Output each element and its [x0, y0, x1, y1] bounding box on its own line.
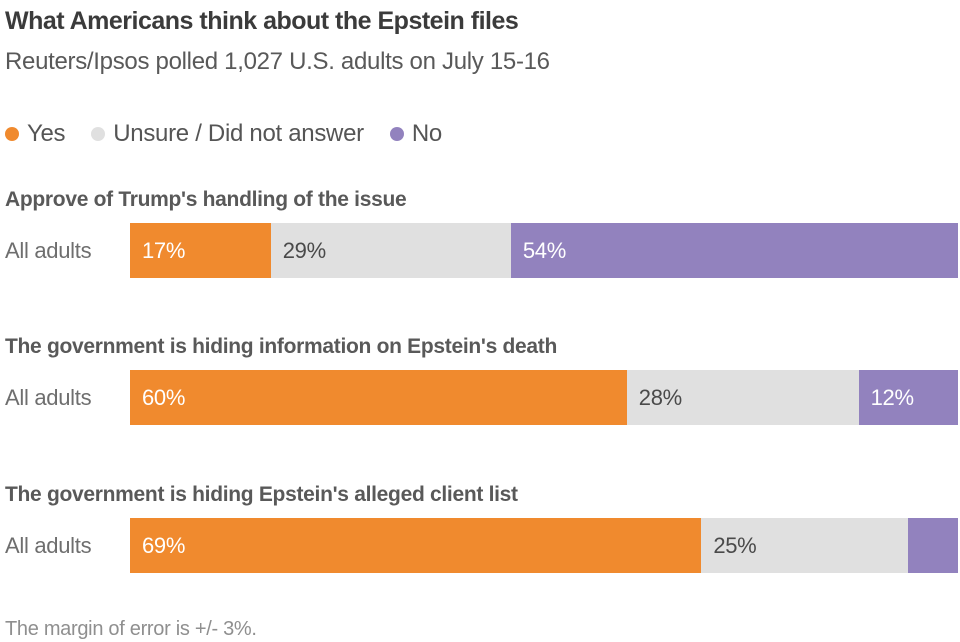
row-label: All adults [5, 385, 92, 410]
bar-segment-unsure: 28% [626, 370, 859, 425]
legend-label-yes: Yes [27, 120, 66, 147]
segment-value-label: 17% [142, 238, 186, 263]
legend-item-yes: Yes [5, 120, 66, 148]
page-title: What Americans think about the Epstein f… [5, 7, 519, 35]
stacked-bar: 69% 25% [130, 518, 958, 573]
legend-dot-no-icon [389, 127, 404, 141]
bar-segment-yes: 69% [130, 518, 702, 573]
segment-value-label: 60% [142, 385, 186, 410]
bar-segment-yes: 60% [130, 370, 627, 425]
bar-row: All adults 60% 28% 12% [5, 370, 958, 425]
row-label: All adults [5, 533, 92, 558]
section-heading: Approve of Trump's handling of the issue [5, 188, 407, 211]
bar-segment-no: 12% [858, 370, 958, 425]
legend-dot-yes-icon [5, 127, 19, 141]
bar-row: All adults 17% 29% 54% [5, 223, 958, 278]
bar-row: All adults 69% 25% [5, 518, 958, 573]
legend-label-unsure: Unsure / Did not answer [113, 120, 364, 147]
section-heading: The government is hiding Epstein's alleg… [5, 483, 518, 506]
chart-subtitle: Reuters/Ipsos polled 1,027 U.S. adults o… [5, 48, 550, 75]
stacked-bar: 17% 29% 54% [130, 223, 958, 278]
margin-of-error-note: The margin of error is +/- 3%. [5, 618, 257, 640]
legend-label-no: No [411, 120, 442, 147]
segment-value-label: 12% [870, 385, 914, 410]
section-heading: The government is hiding information on … [5, 335, 558, 358]
legend-item-no: No [389, 120, 442, 148]
section-hiding-client-list: The government is hiding Epstein's alleg… [5, 483, 958, 573]
segment-value-label: 28% [638, 385, 682, 410]
bar-segment-yes: 17% [130, 223, 271, 278]
row-label: All adults [5, 238, 92, 263]
segment-value-label: 29% [282, 238, 326, 263]
bar-segment-unsure: 25% [701, 518, 909, 573]
bar-segment-no: 54% [510, 223, 958, 278]
segment-value-label: 69% [142, 533, 186, 558]
segment-value-label: 54% [522, 238, 566, 263]
chart-legend: Yes Unsure / Did not answer No [5, 120, 958, 148]
bar-segment-no [908, 518, 958, 573]
legend-dot-unsure-icon [91, 127, 106, 141]
stacked-bar: 60% 28% 12% [130, 370, 958, 425]
bar-segment-unsure: 29% [270, 223, 511, 278]
legend-item-unsure: Unsure / Did not answer [91, 120, 364, 148]
section-trump-handling: Approve of Trump's handling of the issue… [5, 188, 958, 278]
segment-value-label: 25% [713, 533, 757, 558]
section-hiding-death-info: The government is hiding information on … [5, 335, 958, 425]
